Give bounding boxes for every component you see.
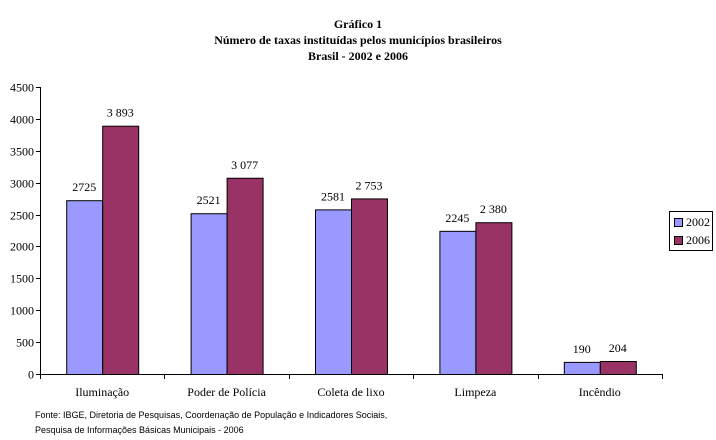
chart-title-line3: Brasil - 2002 e 2006: [308, 49, 408, 63]
y-tick-label: 3500: [10, 145, 34, 159]
source-note: Fonte: IBGE, Diretoria de Pesquisas, Coo…: [35, 408, 387, 438]
bar-2002-3: [439, 230, 477, 375]
chart-title-line2: Número de taxas instituídas pelos municí…: [214, 33, 502, 47]
x-tick-label: Iluminação: [75, 385, 129, 399]
legend-swatch-2002: [674, 217, 683, 227]
legend-label-2006: 2006: [686, 233, 710, 247]
data-label-2002-3: 2245: [445, 211, 469, 225]
y-tick-label: 1500: [10, 272, 34, 286]
data-label-2006-4: 204: [609, 341, 627, 355]
y-tick-label: 500: [16, 336, 34, 350]
chart-title-line1: Gráfico 1: [333, 17, 383, 31]
y-tick-label: 0: [28, 368, 34, 382]
bar-2006-4: [599, 360, 637, 375]
bar-2006-3: [475, 222, 513, 375]
data-label-2006-3: 2 380: [480, 202, 507, 216]
legend-swatch-2006: [674, 235, 683, 245]
data-label-2006-2: 2 753: [356, 178, 383, 192]
legend-item-2002: 2002: [674, 215, 710, 229]
data-label-2002-4: 190: [573, 342, 591, 356]
x-tick-label: Incêndio: [579, 385, 621, 399]
data-label-2006-1: 3 077: [231, 158, 258, 172]
data-label-2006-0: 3 893: [107, 106, 134, 120]
x-tick-label: Limpeza: [454, 385, 497, 399]
legend-label-2002: 2002: [686, 215, 710, 229]
x-tick-label: Poder de Polícia: [187, 385, 266, 399]
y-tick-label: 3000: [10, 177, 34, 191]
source-line1: Fonte: IBGE, Diretoria de Pesquisas, Coo…: [35, 410, 388, 420]
y-tick-label: 4000: [10, 113, 34, 127]
bar-2002-2: [315, 209, 352, 375]
y-tick-label: 1000: [10, 304, 34, 318]
bar-2002-4: [563, 361, 601, 376]
data-label-2002-1: 2521: [197, 193, 221, 207]
x-tick-label: Coleta de lixo: [317, 385, 384, 399]
data-label-2002-0: 2725: [72, 180, 96, 194]
legend: 2002 2006: [669, 211, 713, 251]
source-line2: Pesquisa de Informações Básicas Municipa…: [35, 425, 244, 435]
bar-2006-0: [102, 125, 140, 376]
data-label-2002-2: 2581: [321, 189, 345, 203]
bar-2006-1: [226, 177, 264, 375]
bar-2002-1: [190, 213, 228, 375]
bar-2002-0: [66, 200, 104, 375]
y-tick-label: 4500: [10, 81, 34, 95]
y-tick-label: 2500: [10, 209, 34, 223]
y-tick-label: 2000: [10, 240, 34, 254]
bar-2006-2: [351, 198, 388, 375]
chart-titles: Gráfico 1 Número de taxas instituídas pe…: [0, 16, 716, 64]
legend-item-2006: 2006: [674, 233, 710, 247]
